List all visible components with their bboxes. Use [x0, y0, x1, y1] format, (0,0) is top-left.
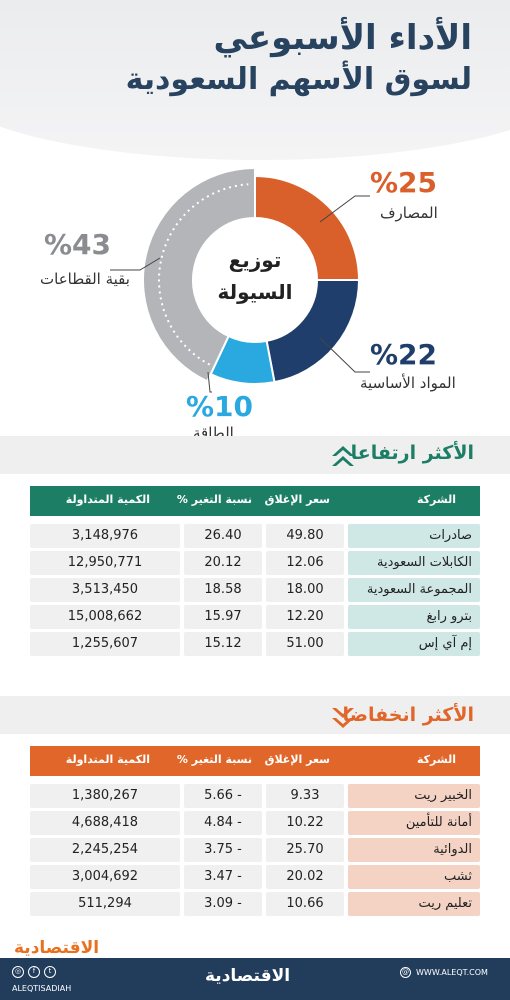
col-company: الشركة	[416, 753, 456, 766]
page-title-line1: الأداء الأسبوعي	[213, 18, 472, 58]
change-pct-cell: 20.12	[184, 551, 262, 575]
gainers-section-bar	[0, 436, 510, 474]
company-name-cell: إم آي إس	[348, 632, 480, 656]
close-price-cell: 20.02	[266, 865, 344, 889]
close-price-cell: 12.20	[266, 605, 344, 629]
gainers-table-row: بترو رابغ 12.20 15.97 15,008,662	[30, 605, 480, 629]
arrow-down-icon	[332, 708, 354, 728]
gainers-table-header: الشركة سعر الإغلاق نسبة التغير % الكمية …	[30, 486, 480, 516]
company-name-cell: بترو رابغ	[348, 605, 480, 629]
volume-cell: 3,004,692	[30, 865, 180, 889]
donut-center-label-1: توزيع	[228, 248, 282, 272]
donut-dotted-ring	[158, 183, 249, 366]
page-title-line2: لسوق الأسهم السعودية	[125, 62, 472, 97]
leader-line-2	[207, 371, 212, 393]
leader-line-0	[319, 195, 370, 223]
company-name-cell: أمانة للتأمين	[348, 811, 480, 835]
gainers-table-row: إم آي إس 51.00 15.12 1,255,607	[30, 632, 480, 656]
volume-cell: 15,008,662	[30, 605, 180, 629]
volume-cell: 12,950,771	[30, 551, 180, 575]
company-name-cell: الدوائية	[348, 838, 480, 862]
slice-pct-banks: %25	[370, 166, 438, 199]
slice-pct-others: %43	[44, 228, 112, 261]
footer-bar: ◎ f t ALEQTISADIAH الاقتصادية @ WWW.ALEQ…	[0, 958, 510, 1000]
leader-line-1	[319, 337, 370, 373]
change-pct-cell: 3.75 -	[184, 838, 262, 862]
donut-slice-0	[254, 174, 361, 281]
slice-pct-energy: %10	[186, 390, 254, 423]
volume-cell: 511,294	[30, 892, 180, 916]
volume-cell: 3,513,450	[30, 578, 180, 602]
close-price-cell: 10.66	[266, 892, 344, 916]
donut-center-label-2: السيولة	[217, 280, 293, 304]
col-close: سعر الإغلاق	[264, 753, 330, 766]
change-pct-cell: 5.66 -	[184, 784, 262, 808]
gainers-table-row: المجموعة السعودية 18.00 18.58 3,513,450	[30, 578, 480, 602]
slice-label-banks: المصارف	[380, 204, 438, 222]
close-price-cell: 9.33	[266, 784, 344, 808]
company-name-cell: تعليم ريت	[348, 892, 480, 916]
company-name-cell: الكابلات السعودية	[348, 551, 480, 575]
losers-table-header: الشركة سعر الإغلاق نسبة التغير % الكمية …	[30, 746, 480, 776]
newspaper-logo-small: الاقتصادية	[14, 938, 100, 958]
instagram-icon[interactable]: ◎	[12, 966, 24, 978]
losers-table-row: تعليم ريت 10.66 3.09 -511,294	[30, 892, 480, 916]
change-pct-cell: 4.84 -	[184, 811, 262, 835]
losers-table-row: الدوائية 25.70 3.75 -2,245,254	[30, 838, 480, 862]
change-pct-cell: 3.47 -	[184, 865, 262, 889]
slice-label-materials: المواد الأساسية	[360, 374, 456, 392]
volume-cell: 1,255,607	[30, 632, 180, 656]
change-pct-cell: 15.97	[184, 605, 262, 629]
volume-cell: 3,148,976	[30, 524, 180, 548]
col-close: سعر الإغلاق	[264, 493, 330, 506]
close-price-cell: 18.00	[266, 578, 344, 602]
close-price-cell: 25.70	[266, 838, 344, 862]
col-volume: الكمية المتداولة	[65, 493, 150, 506]
close-price-cell: 12.06	[266, 551, 344, 575]
col-change: نسبة التغير %	[176, 753, 252, 766]
losers-title: الأكثر انخفاضا	[342, 704, 474, 726]
company-name-cell: المجموعة السعودية	[348, 578, 480, 602]
globe-icon: @	[400, 967, 411, 978]
twitter-icon[interactable]: t	[44, 966, 56, 978]
losers-section-bar	[0, 696, 510, 734]
liquidity-donut-chart	[110, 166, 370, 393]
losers-table-row: أمانة للتأمين 10.22 4.84 -4,688,418	[30, 811, 480, 835]
change-pct-cell: 26.40	[184, 524, 262, 548]
col-volume: الكمية المتداولة	[65, 753, 150, 766]
losers-table-row: الخبير ريت 9.33 5.66 -1,380,267	[30, 784, 480, 808]
volume-cell: 1,380,267	[30, 784, 180, 808]
website-link[interactable]: WWW.ALEQT.COM	[416, 968, 488, 977]
facebook-icon[interactable]: f	[28, 966, 40, 978]
hero-background	[0, 0, 510, 160]
col-company: الشركة	[416, 493, 456, 506]
change-pct-cell: 3.09 -	[184, 892, 262, 916]
company-name-cell: الخبير ريت	[348, 784, 480, 808]
gainers-table-row: صادرات 49.80 26.40 3,148,976	[30, 524, 480, 548]
gainers-title: الأكثر ارتفاعا	[350, 442, 474, 464]
leader-line-3	[110, 257, 161, 271]
company-name-cell: صادرات	[348, 524, 480, 548]
volume-cell: 4,688,418	[30, 811, 180, 835]
change-pct-cell: 18.58	[184, 578, 262, 602]
company-name-cell: ثشب	[348, 865, 480, 889]
losers-table-row: ثشب 20.02 3.47 -3,004,692	[30, 865, 480, 889]
change-pct-cell: 15.12	[184, 632, 262, 656]
col-change: نسبة التغير %	[176, 493, 252, 506]
volume-cell: 2,245,254	[30, 838, 180, 862]
slice-pct-materials: %22	[370, 338, 438, 371]
close-price-cell: 10.22	[266, 811, 344, 835]
donut-slice-3	[142, 166, 256, 383]
close-price-cell: 51.00	[266, 632, 344, 656]
gainers-table-row: الكابلات السعودية 12.06 20.12 12,950,771	[30, 551, 480, 575]
arrow-up-icon	[332, 446, 354, 466]
social-handle[interactable]: ALEQTISADIAH	[12, 984, 72, 993]
footer-brand-logo: الاقتصادية	[205, 966, 291, 986]
close-price-cell: 49.80	[266, 524, 344, 548]
slice-label-others: بقية القطاعات	[40, 270, 130, 288]
